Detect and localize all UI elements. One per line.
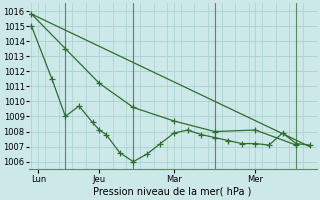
- X-axis label: Pression niveau de la mer( hPa ): Pression niveau de la mer( hPa ): [93, 187, 252, 197]
